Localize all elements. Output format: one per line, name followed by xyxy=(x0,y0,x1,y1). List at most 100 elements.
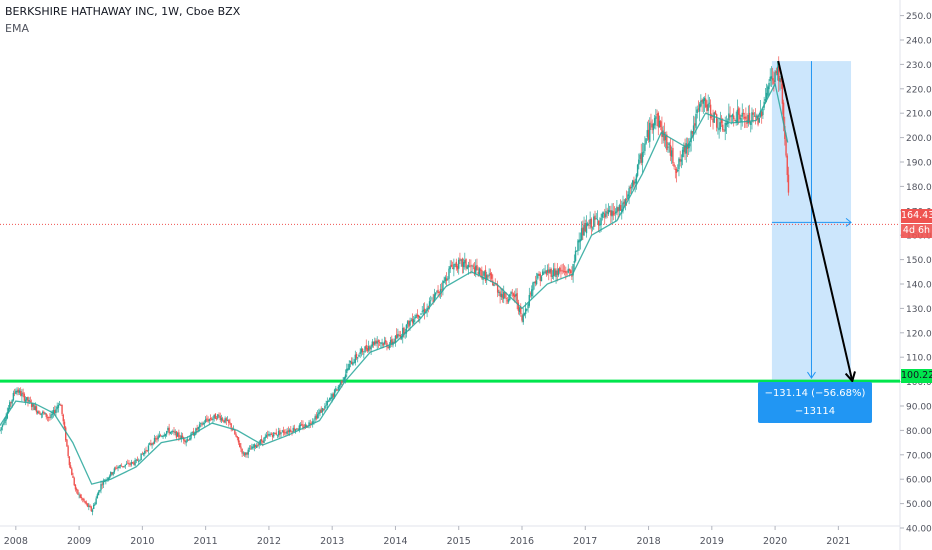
candle-body xyxy=(253,444,256,448)
candle-body xyxy=(200,423,202,425)
candle-body xyxy=(526,309,528,311)
candle-body xyxy=(207,419,209,422)
candle-body xyxy=(271,435,274,438)
x-tick-label: 2010 xyxy=(130,536,154,547)
candle-body xyxy=(24,399,27,402)
candle-body xyxy=(292,427,294,432)
candle-body xyxy=(169,431,172,434)
candle-body xyxy=(29,400,32,402)
candle-body xyxy=(241,448,243,454)
candle-body xyxy=(312,421,314,424)
y-tick-label: 80.00 xyxy=(906,427,932,437)
candle-body xyxy=(270,433,273,435)
candle-body xyxy=(198,424,201,428)
symbol-title[interactable]: BERKSHIRE HATHAWAY INC, 1W, Cboe BZX xyxy=(5,5,241,18)
candle-body xyxy=(49,417,51,418)
candle-body xyxy=(355,354,358,359)
y-tick-label: 150.00 xyxy=(906,256,932,266)
candle-body xyxy=(483,271,485,276)
candle-body xyxy=(645,138,647,144)
candle-body xyxy=(32,403,34,407)
candle-body xyxy=(276,434,279,436)
candle-body xyxy=(458,259,460,269)
candle-body xyxy=(715,114,718,128)
candle-body xyxy=(158,435,161,438)
candle-body xyxy=(711,116,713,118)
candle-body xyxy=(77,489,79,495)
candle-body xyxy=(353,361,355,363)
candle-body xyxy=(486,274,488,280)
candle-body xyxy=(670,150,673,157)
candle-body xyxy=(524,308,527,315)
candle-body xyxy=(443,281,445,283)
candle-body xyxy=(748,112,751,123)
candle-body xyxy=(568,269,571,271)
candle-body xyxy=(561,269,563,271)
candle-body xyxy=(666,134,668,150)
candle-body xyxy=(346,368,348,374)
candle-body xyxy=(639,154,641,160)
candle-body xyxy=(100,483,102,491)
candle-body xyxy=(532,282,534,291)
candle-body xyxy=(221,418,224,421)
candle-body xyxy=(62,414,64,422)
candle-body xyxy=(281,430,283,432)
candle-body xyxy=(669,144,672,156)
candle-body xyxy=(203,423,206,424)
candle-body xyxy=(68,456,71,466)
candle-body xyxy=(456,265,459,270)
y-tick-label: 70.00 xyxy=(906,451,932,461)
candle-body xyxy=(576,250,578,252)
candle-body xyxy=(136,459,139,461)
candle-body xyxy=(677,170,679,172)
candle-body xyxy=(611,210,613,217)
candle-body xyxy=(251,446,253,450)
candle-body xyxy=(88,505,90,507)
candle-body xyxy=(229,422,231,424)
candle-body xyxy=(224,418,226,423)
candle-body xyxy=(430,300,432,302)
candle-body xyxy=(533,281,535,284)
indicator-label[interactable]: EMA xyxy=(5,22,29,35)
candle-body xyxy=(589,219,591,225)
candle-body xyxy=(775,70,778,74)
candle-body xyxy=(551,275,554,277)
candle-body xyxy=(258,443,260,446)
candle-body xyxy=(590,218,593,228)
candle-body xyxy=(566,273,568,275)
candle-body xyxy=(302,424,304,429)
candle-body xyxy=(16,390,18,392)
candle-body xyxy=(479,269,482,271)
candle-body xyxy=(428,301,431,306)
candle-body xyxy=(527,304,529,309)
candle-body xyxy=(0,427,2,431)
candle-body xyxy=(95,498,97,505)
candle-body xyxy=(257,444,259,447)
candle-body xyxy=(427,306,430,308)
candle-body xyxy=(471,265,473,267)
candle-body xyxy=(54,410,56,414)
candle-body xyxy=(681,149,684,158)
candle-body xyxy=(413,319,415,324)
candle-body xyxy=(484,269,487,281)
y-tick-label: 40.00 xyxy=(906,525,932,535)
candle-body xyxy=(174,432,176,434)
candle-body xyxy=(111,472,113,475)
candle-body xyxy=(84,501,86,503)
candle-body xyxy=(725,122,728,126)
candle-body xyxy=(449,266,451,270)
y-tick-label: 180.00 xyxy=(906,183,932,193)
candle-body xyxy=(776,66,779,76)
candle-body xyxy=(409,320,411,326)
candle-body xyxy=(500,293,503,298)
candle-body xyxy=(608,210,611,212)
candle-body xyxy=(228,419,230,423)
candle-body xyxy=(445,278,448,281)
candle-body xyxy=(265,435,268,437)
candle-body xyxy=(66,439,68,447)
candle-body xyxy=(678,158,680,170)
candle-body xyxy=(197,427,200,430)
candle-body xyxy=(130,461,133,465)
candle-body xyxy=(2,423,5,425)
